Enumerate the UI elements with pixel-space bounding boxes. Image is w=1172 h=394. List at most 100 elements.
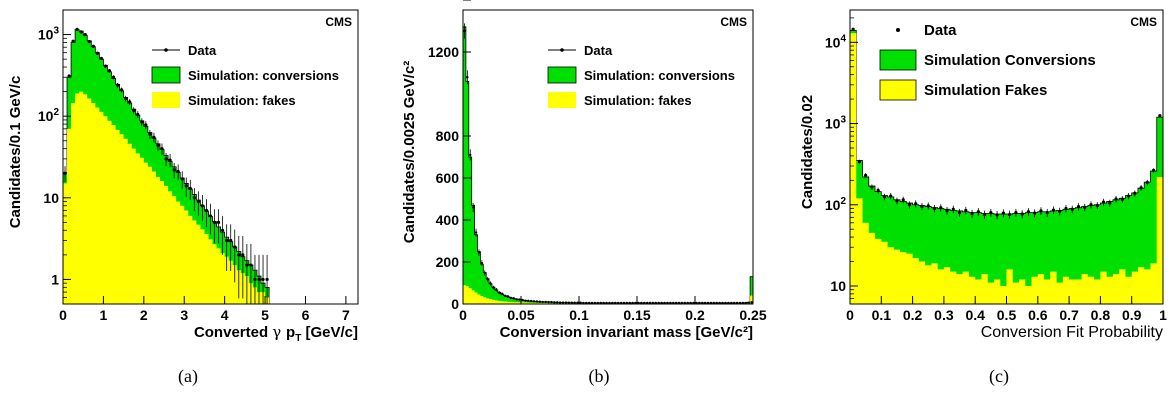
- data-point: [518, 298, 521, 301]
- data-point: [495, 288, 498, 291]
- data-point: [498, 291, 501, 294]
- data-point: [1058, 209, 1062, 213]
- x-tick-label: 0.2: [903, 307, 923, 323]
- data-point: [1114, 197, 1118, 201]
- data-point: [212, 220, 217, 224]
- data-point: [611, 301, 614, 304]
- data-point: [535, 300, 539, 303]
- data-point: [851, 27, 855, 31]
- x-tick-label: 7: [342, 307, 350, 323]
- histogram-fakes: [63, 91, 270, 304]
- plot-frame: [62, 9, 359, 305]
- data-point: [703, 301, 707, 304]
- data-point: [87, 40, 91, 44]
- y-tick-label: 104: [825, 33, 847, 50]
- data-point: [75, 27, 79, 31]
- data-point: [579, 301, 582, 304]
- data-point: [1133, 191, 1137, 196]
- data-point: [200, 204, 205, 208]
- caption-b: (b): [588, 366, 610, 386]
- data-point: [95, 51, 99, 55]
- data-point: [71, 39, 75, 43]
- data-point: [680, 301, 684, 304]
- data-point: [1020, 212, 1024, 216]
- data-point: [221, 228, 225, 232]
- data-point: [939, 206, 943, 210]
- data-point: [625, 301, 629, 304]
- legend-data-marker: [560, 48, 564, 52]
- x-tick-label: 5: [261, 307, 269, 323]
- data-point: [976, 210, 980, 214]
- data-point: [686, 301, 689, 304]
- data-point: [657, 301, 660, 304]
- data-point: [721, 301, 724, 304]
- legend-conversions-label: Simulation: conversions: [584, 68, 735, 83]
- data-point: [932, 206, 937, 211]
- data-point: [265, 277, 269, 282]
- data-point: [261, 277, 265, 282]
- data-point: [1083, 205, 1087, 209]
- x-tick-label: 0.9: [1122, 307, 1142, 323]
- x-tick-label: 0.25: [739, 307, 766, 323]
- data-point: [706, 301, 710, 304]
- data-point: [663, 301, 666, 304]
- data-point: [654, 301, 658, 304]
- data-point: [622, 301, 626, 304]
- data-point: [168, 158, 172, 162]
- data-point: [469, 153, 472, 157]
- plot-frame: [462, 9, 754, 305]
- y-tick-label: 800: [436, 128, 460, 144]
- data-point: [637, 301, 640, 304]
- plot-area: [63, 27, 270, 304]
- data-point: [103, 64, 108, 68]
- y-tick-label: 10: [443, 0, 459, 3]
- data-point: [1051, 208, 1056, 212]
- data-point: [245, 263, 249, 267]
- data-point: [480, 261, 484, 265]
- data-point: [741, 301, 745, 304]
- data-point: [192, 196, 196, 200]
- data-point: [257, 277, 261, 282]
- data-point: [718, 301, 721, 304]
- y-tick-label: 10: [830, 278, 846, 294]
- data-point: [1026, 210, 1031, 214]
- data-point: [225, 238, 229, 243]
- data-point: [1152, 168, 1156, 172]
- histogram-fakes: [463, 285, 753, 304]
- data-point: [477, 251, 481, 254]
- data-point: [1095, 203, 1099, 208]
- data-point: [689, 301, 692, 304]
- data-point: [582, 301, 585, 304]
- data-point: [1045, 211, 1049, 215]
- data-point: [486, 278, 489, 281]
- data-point: [709, 301, 713, 304]
- data-point: [561, 301, 565, 304]
- data-point: [509, 296, 513, 300]
- data-point: [599, 301, 602, 304]
- cms-label: CMS: [325, 15, 352, 29]
- data-point: [889, 194, 893, 198]
- data-point: [645, 301, 649, 304]
- legend-fakes-label: Simulation: fakes: [188, 93, 296, 108]
- x-tick-label: 1: [100, 307, 108, 323]
- y-tick-label: 600: [436, 170, 460, 186]
- data-point: [140, 120, 144, 124]
- data-point: [527, 299, 530, 303]
- plot-area: [463, 23, 753, 304]
- data-point: [698, 301, 701, 304]
- data-point: [249, 263, 253, 267]
- data-point: [870, 185, 874, 189]
- data-point: [241, 253, 245, 257]
- data-point: [1139, 186, 1143, 190]
- data-point: [532, 300, 536, 303]
- data-point: [506, 295, 510, 298]
- data-point: [982, 212, 987, 217]
- data-point: [989, 211, 993, 215]
- data-point: [715, 301, 718, 304]
- data-point: [907, 203, 912, 207]
- data-point: [648, 301, 652, 304]
- data-point: [573, 301, 576, 304]
- data-point: [229, 238, 233, 243]
- x-tick-label: 0.1: [569, 307, 589, 323]
